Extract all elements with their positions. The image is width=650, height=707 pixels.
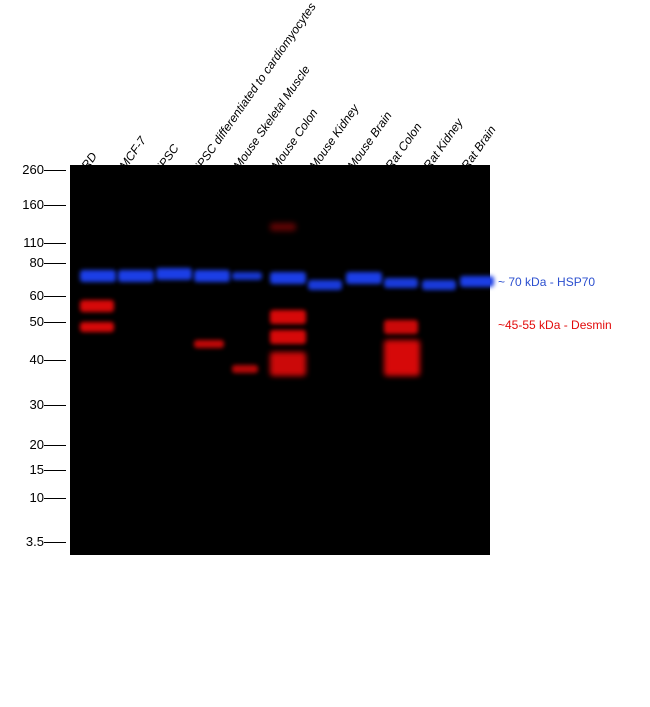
protein-band bbox=[422, 280, 456, 290]
mw-label: 50 bbox=[20, 314, 44, 329]
protein-band bbox=[270, 272, 306, 284]
protein-band bbox=[232, 272, 262, 280]
mw-tick bbox=[44, 243, 66, 244]
band-annotation: ~45-55 kDa - Desmin bbox=[498, 318, 612, 332]
protein-band bbox=[346, 272, 382, 284]
mw-label: 80 bbox=[20, 255, 44, 270]
mw-label: 20 bbox=[20, 437, 44, 452]
mw-tick bbox=[44, 205, 66, 206]
protein-band bbox=[270, 330, 306, 344]
mw-label: 15 bbox=[20, 462, 44, 477]
protein-band bbox=[194, 270, 230, 282]
protein-band bbox=[156, 268, 192, 280]
protein-band bbox=[308, 280, 342, 290]
mw-tick bbox=[44, 296, 66, 297]
protein-band bbox=[194, 340, 224, 348]
protein-band bbox=[384, 320, 418, 334]
western-blot-figure: 26016011080605040302015103.5 RDMCF-7iPSC… bbox=[0, 0, 650, 707]
mw-label: 110 bbox=[20, 235, 44, 250]
protein-band bbox=[80, 300, 114, 312]
mw-tick bbox=[44, 445, 66, 446]
protein-band bbox=[384, 340, 420, 376]
protein-band bbox=[270, 310, 306, 324]
protein-band bbox=[80, 270, 116, 282]
mw-label: 160 bbox=[20, 197, 44, 212]
mw-tick bbox=[44, 405, 66, 406]
mw-tick bbox=[44, 170, 66, 171]
mw-label: 260 bbox=[20, 162, 44, 177]
protein-band bbox=[460, 276, 494, 287]
protein-band bbox=[118, 270, 154, 282]
mw-label: 3.5 bbox=[20, 534, 44, 549]
mw-tick bbox=[44, 542, 66, 543]
protein-band bbox=[232, 365, 258, 373]
mw-tick bbox=[44, 322, 66, 323]
mw-tick bbox=[44, 360, 66, 361]
protein-band bbox=[384, 278, 418, 288]
mw-tick bbox=[44, 498, 66, 499]
protein-band bbox=[270, 352, 306, 376]
mw-tick bbox=[44, 263, 66, 264]
mw-label: 60 bbox=[20, 288, 44, 303]
mw-label: 30 bbox=[20, 397, 44, 412]
mw-label: 10 bbox=[20, 490, 44, 505]
band-annotation: ~ 70 kDa - HSP70 bbox=[498, 275, 595, 289]
mw-tick bbox=[44, 470, 66, 471]
mw-label: 40 bbox=[20, 352, 44, 367]
protein-band bbox=[80, 322, 114, 332]
protein-band bbox=[270, 223, 296, 231]
